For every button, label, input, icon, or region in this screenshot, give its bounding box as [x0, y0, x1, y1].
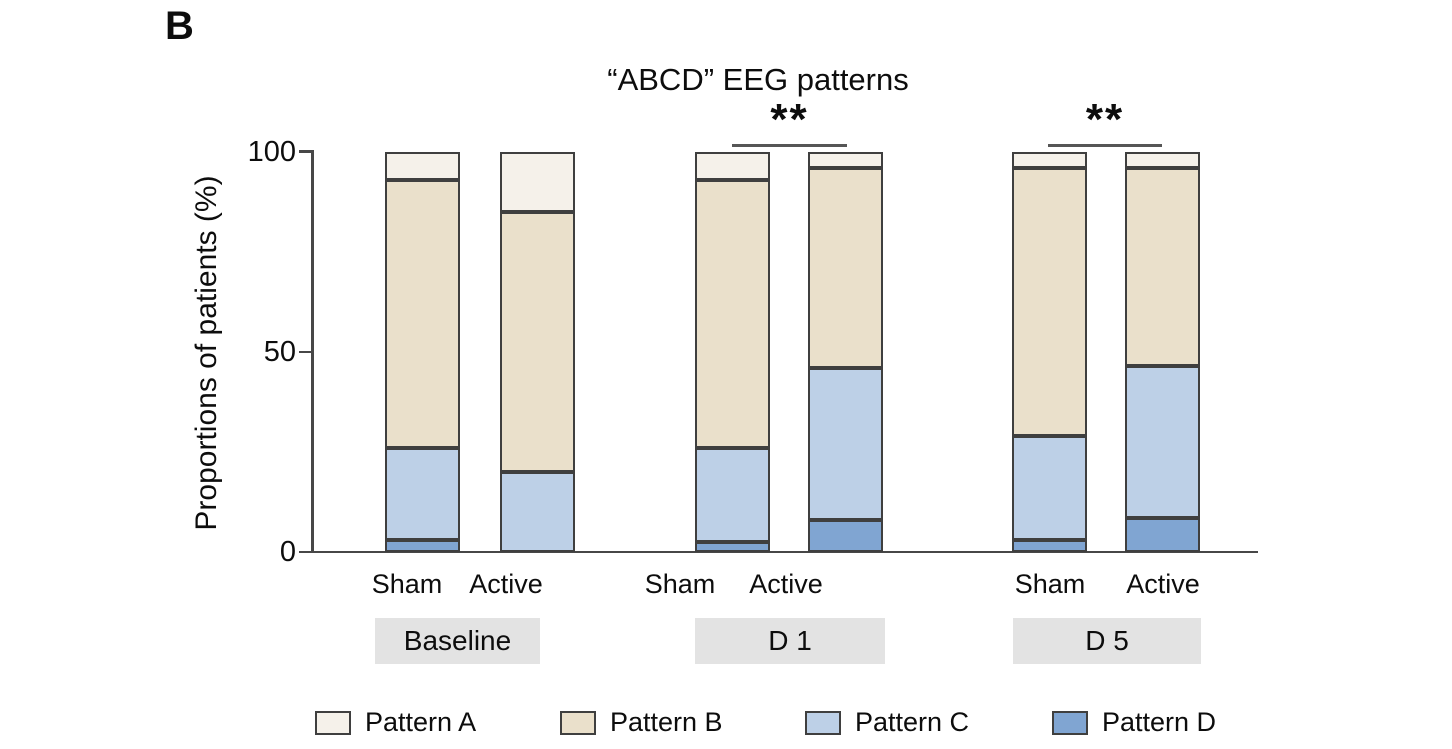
bar-segment — [500, 151, 575, 212]
bar-segment — [808, 367, 883, 520]
bar-label-sham: Sham — [1014, 569, 1086, 599]
bar-segment — [1125, 365, 1200, 518]
significance-stars: ** — [770, 95, 809, 144]
legend-swatch-d — [1052, 711, 1088, 735]
y-tick-label: 100 — [247, 135, 296, 168]
bar-segment — [385, 151, 460, 180]
bar-label-sham: Sham — [371, 569, 443, 599]
y-axis-line — [311, 150, 314, 553]
bar-segment — [808, 167, 883, 368]
bar-label-active: Active — [1126, 569, 1200, 599]
legend-label: Pattern A — [365, 707, 477, 737]
bar-segment — [1012, 539, 1087, 552]
legend-swatch-b — [560, 711, 596, 735]
bar-segment — [385, 539, 460, 552]
panel-label: B — [165, 4, 195, 48]
y-tick-mark — [299, 550, 312, 554]
bar-segment — [385, 447, 460, 540]
y-tick-label: 0 — [279, 536, 296, 568]
bar-label-active: Active — [469, 569, 543, 599]
x-axis-line — [311, 550, 1258, 553]
significance-line — [1048, 144, 1162, 147]
bar-segment — [1125, 167, 1200, 366]
bar-segment — [695, 447, 770, 542]
bar-segment — [385, 179, 460, 448]
bar-segment — [808, 151, 883, 168]
bar-segment — [500, 211, 575, 472]
bar-segment — [808, 519, 883, 552]
significance-line — [732, 144, 847, 147]
y-tick-label: 50 — [263, 335, 296, 368]
bar-segment — [1012, 167, 1087, 436]
y-tick-mark — [299, 350, 312, 353]
bar-segment — [1012, 435, 1087, 540]
legend-swatch-a — [315, 711, 351, 735]
significance-stars: ** — [1085, 95, 1125, 144]
bar-label-active: Active — [749, 569, 823, 599]
bar-segment — [1012, 151, 1087, 168]
y-tick-mark — [299, 150, 312, 153]
bar-segment — [1125, 517, 1200, 552]
legend-label: Pattern B — [610, 707, 723, 737]
bar-segment — [500, 471, 575, 552]
chart-title: “ABCD” EEG patterns — [607, 62, 909, 97]
group-box-baseline: Baseline — [375, 618, 540, 664]
legend-swatch-c — [805, 711, 841, 735]
legend-label: Pattern D — [1102, 707, 1217, 737]
group-box-d1: D 1 — [695, 618, 885, 664]
bar-segment — [695, 179, 770, 448]
bar-label-sham: Sham — [644, 569, 716, 599]
legend-label: Pattern C — [855, 707, 970, 737]
bar-segment — [1125, 151, 1200, 168]
bar-segment — [695, 151, 770, 180]
group-box-d5: D 5 — [1013, 618, 1201, 664]
bar-segment — [695, 541, 770, 552]
